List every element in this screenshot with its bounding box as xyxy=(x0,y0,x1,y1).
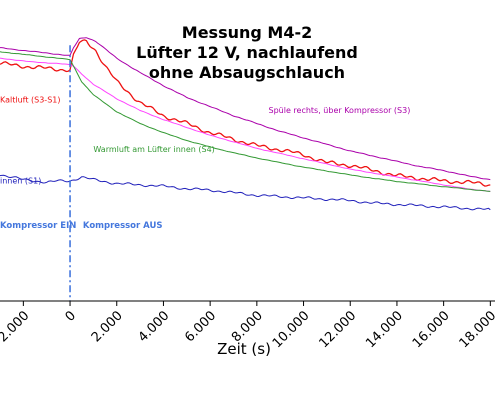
series-line-5 xyxy=(0,174,491,211)
annotation-4: innen (S1) xyxy=(0,177,41,186)
x-tick-label-1: 2.000 xyxy=(0,308,32,345)
annotations: Kaltluft (S3-S1) Spüle rechts, über Kompr… xyxy=(0,96,410,231)
annotation-3: Warmluft am Lüfter innen (S4) xyxy=(93,145,214,154)
series-line-4 xyxy=(0,51,491,192)
series-line-2 xyxy=(0,37,491,181)
annotation-5: Kompressor EIN xyxy=(0,221,76,231)
x-tick-label-3: 2.000 xyxy=(89,308,126,345)
x-tick-label-11: 18.000 xyxy=(457,308,495,351)
x-tick-label-10: 16.000 xyxy=(410,308,453,351)
x-axis-label: Zeit (s) xyxy=(217,340,271,358)
series-group xyxy=(0,37,491,211)
series-line-3 xyxy=(0,57,491,192)
annotation-2: Spüle rechts, über Kompressor (S3) xyxy=(269,106,411,115)
title-line-1: Messung M4-2 xyxy=(182,23,312,42)
title-line-3: ohne Absaugschlauch xyxy=(149,63,345,82)
x-tick-label-4: 4.000 xyxy=(136,308,173,345)
x-tick-label-7: 10.000 xyxy=(270,308,313,351)
x-tick-label-5: 6.000 xyxy=(182,308,219,345)
title-line-2: Lüfter 12 V, nachlaufend xyxy=(136,43,358,62)
x-tick-label-9: 14.000 xyxy=(363,308,406,351)
x-tick-label-2: 0 xyxy=(63,308,79,324)
annotation-1: Kaltluft (S3-S1) xyxy=(0,96,60,105)
x-tick-label-8: 12.000 xyxy=(316,308,359,351)
annotation-6: Kompressor AUS xyxy=(83,221,163,231)
series-line-1 xyxy=(0,39,491,187)
